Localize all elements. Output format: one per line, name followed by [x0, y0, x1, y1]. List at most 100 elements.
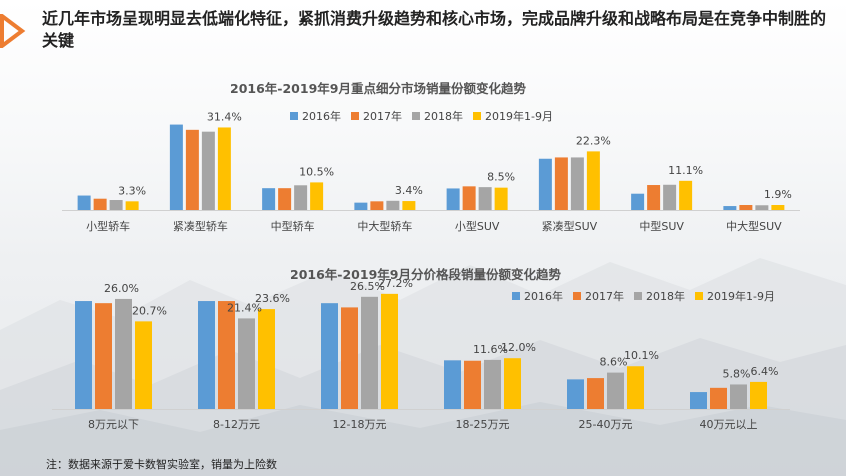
bar-2018年-18-25万元 — [484, 359, 501, 409]
data-label: 11.6% — [473, 343, 508, 356]
data-label: 26.0% — [104, 282, 139, 295]
page-headline: 近几年市场呈现明显去低端化特征，紧抓消费升级趋势和核心市场，完成品牌升级和战略布… — [42, 9, 827, 50]
legend-item-2019: 2019年1-9月 — [473, 108, 553, 124]
legend-label: 2017年 — [585, 290, 624, 303]
bar-2017年-中型SUV — [647, 185, 661, 210]
x-tick-label: 18-25万元 — [456, 418, 510, 431]
legend-item-2016: 2016年 — [290, 108, 341, 124]
data-label: 23.6% — [255, 292, 290, 305]
legend-item-2019: 2019年1-9月 — [695, 288, 775, 304]
bar-2019年1-9月-中型SUV — [679, 180, 693, 210]
data-label: 3.3% — [118, 184, 146, 197]
bar-2019年1-9月-中型轿车 — [310, 182, 324, 210]
legend-label: 2019年1-9月 — [707, 290, 775, 303]
x-tick-label: 8万元以下 — [88, 418, 139, 431]
x-tick-label: 中大型SUV — [726, 219, 782, 233]
data-label: 20.7% — [132, 304, 167, 317]
bar-2017年-紧凑型SUV — [554, 157, 568, 210]
legend-label: 2016年 — [524, 290, 563, 303]
bar-2018年-12-18万元 — [361, 296, 378, 409]
bar-2016年-12-18万元 — [321, 303, 338, 409]
x-tick-label: 中型SUV — [639, 219, 684, 233]
x-tick-label: 小型SUV — [455, 219, 500, 233]
x-tick-label: 紧凑型轿车 — [173, 219, 228, 233]
data-label: 8.6% — [600, 356, 628, 369]
bar-2018年-中型轿车 — [294, 185, 308, 210]
bar-2016年-紧凑型SUV — [538, 158, 552, 210]
data-label: 10.5% — [299, 165, 334, 178]
bar-2017年-18-25万元 — [464, 360, 481, 409]
data-label: 5.8% — [723, 367, 751, 380]
bar-2016年-18-25万元 — [444, 360, 461, 409]
legend-swatch — [695, 292, 703, 300]
legend-swatch — [512, 292, 520, 300]
bar-2017年-中大型SUV — [739, 205, 753, 210]
data-label: 27.2% — [378, 277, 413, 290]
bar-2019年1-9月-紧凑型轿车 — [217, 127, 231, 210]
bar-2018年-40万元以上 — [730, 384, 747, 409]
bar-2017年-8万元以下 — [95, 303, 112, 409]
bar-2016年-中型SUV — [631, 193, 645, 210]
legend-swatch — [634, 292, 642, 300]
data-label: 6.4% — [751, 365, 779, 378]
x-tick-label: 8-12万元 — [213, 418, 260, 431]
legend-swatch — [351, 112, 359, 120]
legend-swatch — [412, 112, 420, 120]
bar-2017年-紧凑型轿车 — [185, 129, 199, 210]
bar-2019年1-9月-小型轿车 — [125, 201, 139, 210]
bar-2019年1-9月-12-18万元 — [381, 293, 398, 409]
bar-2017年-8-12万元 — [218, 301, 235, 409]
bar-2018年-小型SUV — [478, 187, 492, 210]
legend-swatch — [573, 292, 581, 300]
legend-label: 2017年 — [363, 110, 402, 123]
data-label: 31.4% — [207, 110, 242, 123]
data-label: 10.1% — [624, 349, 659, 362]
legend-item-2017: 2017年 — [573, 288, 624, 304]
data-label: 12.0% — [501, 341, 536, 354]
legend-item-2018: 2018年 — [634, 288, 685, 304]
bar-2017年-小型轿车 — [93, 198, 107, 210]
bar-2019年1-9月-40万元以上 — [750, 381, 767, 409]
legend-item-2017: 2017年 — [351, 108, 402, 124]
legend-swatch — [290, 112, 298, 120]
chart1-plot: 小型轿车 3.3% 紧凑型轿车 31.4% 中型轿车 10.5% 中大型轿车 3.4% 小型SU… — [62, 110, 800, 233]
bar-2016年-中大型SUV — [723, 206, 737, 210]
bar-2016年-小型轿车 — [77, 195, 91, 210]
bar-2017年-中型轿车 — [278, 188, 292, 210]
data-label: 11.1% — [668, 164, 703, 177]
bar-2018年-8万元以下 — [115, 298, 132, 409]
bar-2019年1-9月-8-12万元 — [258, 309, 275, 409]
bar-2019年1-9月-中大型SUV — [771, 205, 785, 210]
footnote: 注：数据来源于爱卡数智实验室，销量为上险数 — [46, 458, 277, 471]
bar-2018年-中大型轿车 — [386, 200, 400, 210]
bar-2018年-25-40万元 — [607, 372, 624, 409]
legend-label: 2018年 — [424, 110, 463, 123]
data-label: 22.3% — [576, 134, 611, 147]
bar-2019年1-9月-8万元以下 — [135, 321, 152, 409]
bar-2019年1-9月-18-25万元 — [504, 358, 521, 409]
bar-2016年-小型SUV — [446, 188, 460, 210]
chart2-legend: 2016年 2017年 2018年 2019年1-9月 — [512, 288, 775, 304]
chart1-legend: 2016年 2017年 2018年 2019年1-9月 — [290, 108, 553, 124]
bar-2016年-40万元以上 — [690, 392, 707, 409]
arrow-logo-icon — [0, 14, 26, 48]
bar-2018年-8-12万元 — [238, 318, 255, 409]
bar-2018年-紧凑型SUV — [570, 157, 584, 210]
x-tick-label: 12-18万元 — [333, 418, 387, 431]
chart2-plot: 8万元以下 26.0% 20.7% 8-12万元 21.4%23.6% 12-18万元 26… — [52, 277, 790, 431]
x-tick-label: 小型轿车 — [86, 219, 130, 233]
legend-item-2016: 2016年 — [512, 288, 563, 304]
bar-2017年-中大型轿车 — [370, 201, 384, 210]
x-tick-label: 紧凑型SUV — [542, 219, 598, 233]
bar-2018年-紧凑型轿车 — [201, 131, 215, 210]
bar-2019年1-9月-25-40万元 — [627, 366, 644, 409]
bar-2019年1-9月-紧凑型SUV — [586, 151, 600, 210]
bar-2017年-小型SUV — [462, 186, 476, 210]
bar-2019年1-9月-小型SUV — [494, 187, 508, 210]
bar-2018年-小型轿车 — [109, 200, 123, 210]
bar-2018年-中型SUV — [663, 184, 677, 210]
bar-2017年-12-18万元 — [341, 307, 358, 409]
data-label: 8.5% — [487, 171, 515, 184]
data-label: 1.9% — [764, 188, 792, 201]
